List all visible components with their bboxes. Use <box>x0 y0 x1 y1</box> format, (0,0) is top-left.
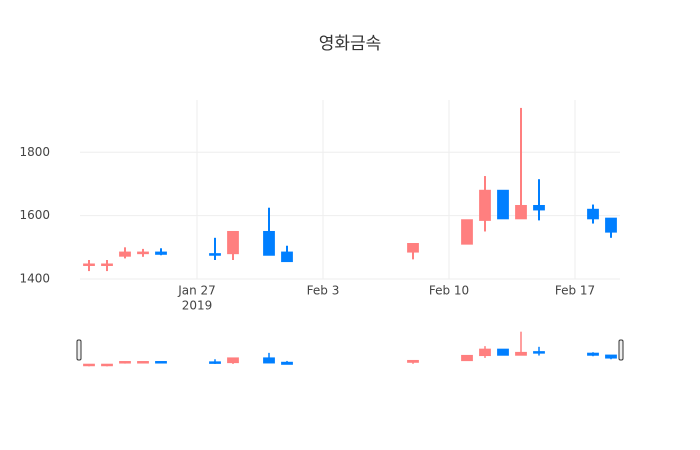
candle-body <box>101 263 113 266</box>
candle-body <box>407 359 419 363</box>
candle-body <box>605 217 617 233</box>
range-slider[interactable] <box>80 330 620 368</box>
candle-body <box>155 251 167 255</box>
candle-body <box>497 189 509 220</box>
x-tick-label: Jan 27 <box>177 284 216 298</box>
x-tick-label: Feb 17 <box>555 284 595 298</box>
range-handle[interactable] <box>76 339 82 361</box>
x-tick-label: Feb 3 <box>307 284 340 298</box>
candle-body <box>461 354 473 362</box>
y-tick-label: 1600 <box>19 208 50 222</box>
candle-body <box>263 357 275 364</box>
chart-title: 영화금속 <box>319 34 382 54</box>
candle-body <box>281 361 293 365</box>
candle-body <box>263 230 275 256</box>
candle-body <box>227 230 239 255</box>
candle-body <box>461 219 473 245</box>
candle-body <box>515 204 527 220</box>
candle-body <box>515 351 527 356</box>
candle-body <box>137 361 149 364</box>
candle-body <box>605 354 617 359</box>
x-tick-label: Feb 10 <box>429 284 469 298</box>
candle-body <box>533 351 545 354</box>
y-tick-label: 1400 <box>19 272 50 286</box>
candle-body <box>83 363 95 367</box>
candle-body <box>479 348 491 357</box>
candle-body <box>281 251 293 263</box>
candle-body <box>119 251 131 257</box>
candle-body <box>209 253 221 256</box>
candle-body <box>479 189 491 221</box>
candle-body <box>101 363 113 367</box>
candle-body <box>137 251 149 255</box>
y-tick-label: 1800 <box>19 145 50 159</box>
range-handle[interactable] <box>618 339 624 361</box>
candle-body <box>119 361 131 364</box>
candle-body <box>533 204 545 211</box>
candle-body <box>155 361 167 364</box>
x-year-label: 2019 <box>182 299 213 313</box>
candle-body <box>209 361 221 364</box>
candle-body <box>83 263 95 266</box>
candle-body <box>227 357 239 364</box>
candle-body <box>407 243 419 253</box>
candle-body <box>587 208 599 220</box>
candle-body <box>587 352 599 356</box>
candle-body <box>497 348 509 356</box>
